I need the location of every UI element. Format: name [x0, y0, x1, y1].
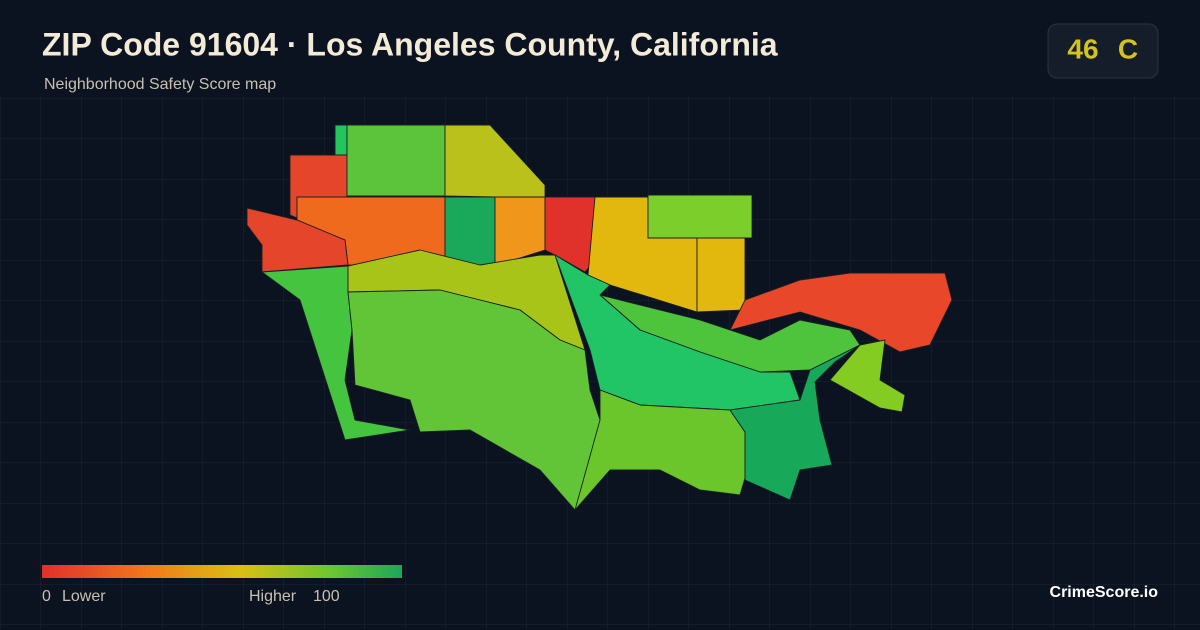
score-badge: [1047, 23, 1159, 79]
region: [647, 194, 753, 239]
legend-max: 100: [313, 588, 340, 605]
legend-min-label: Lower: [62, 588, 106, 605]
region: [729, 344, 861, 501]
map: [246, 124, 953, 511]
legend-max-label: Higher: [249, 588, 297, 605]
legend-scale: [42, 565, 402, 578]
region: [246, 207, 349, 273]
region: [696, 237, 746, 313]
legend-min: 0: [42, 588, 51, 605]
subtitle: Neighborhood Safety Score map: [44, 76, 276, 93]
brand: CrimeScore.io: [1050, 584, 1159, 601]
region: [574, 389, 746, 511]
grade: C: [1118, 33, 1138, 64]
region: [729, 272, 953, 353]
region: [829, 339, 906, 413]
score: 46: [1067, 33, 1098, 64]
title: ZIP Code 91604 · Los Angeles County, Cal…: [42, 26, 778, 62]
region: [346, 124, 446, 197]
region: [334, 124, 348, 156]
